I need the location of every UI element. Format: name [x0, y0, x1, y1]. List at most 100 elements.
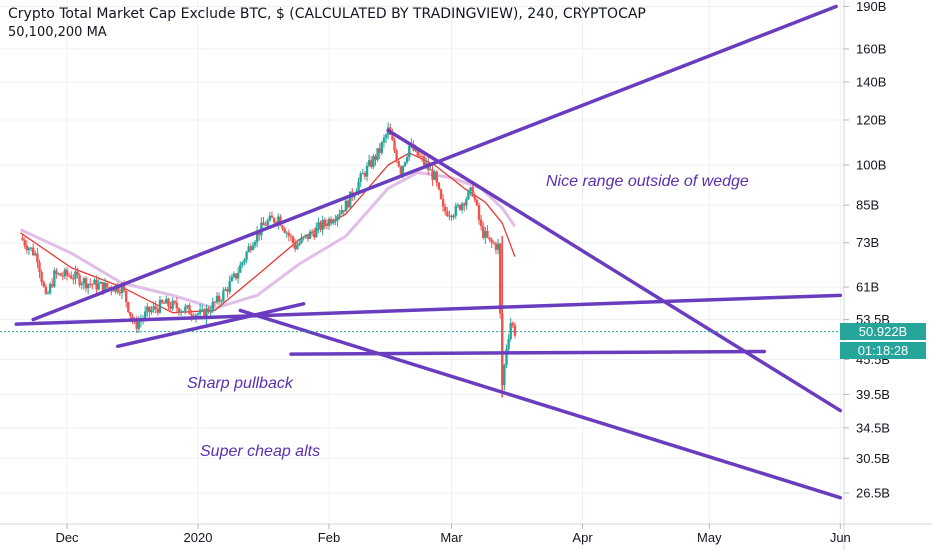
candle-body [152, 306, 155, 310]
candle-body [215, 295, 219, 303]
candle-body [53, 270, 56, 287]
candle-body [264, 225, 267, 227]
ma-fast-line [20, 152, 516, 314]
candle-body [444, 206, 447, 212]
candle-body [384, 134, 388, 139]
candle-body [59, 273, 62, 276]
candle-body [234, 273, 238, 279]
trendline [289, 349, 767, 356]
last-price-tag: 50.922B [840, 323, 926, 340]
candle-body [236, 272, 240, 279]
candle-body [116, 285, 119, 292]
candle-body [48, 284, 52, 293]
candle-body [91, 284, 94, 286]
candle-body [340, 210, 343, 214]
candle-body [463, 203, 466, 206]
y-tick-label: 61B [856, 280, 879, 295]
candle-body [44, 286, 48, 294]
candle-body [160, 300, 164, 303]
candle-body [230, 276, 234, 282]
candle-body [477, 205, 481, 220]
candle-body [61, 275, 64, 277]
candle-body [27, 248, 31, 251]
candle-body [403, 162, 407, 166]
candle-body [232, 273, 236, 277]
candle-body [23, 240, 26, 246]
candle-body [283, 228, 286, 233]
candle-body [450, 215, 453, 218]
candle-body [65, 269, 69, 276]
moving-average-legend: 50,100,200 MA [8, 25, 107, 40]
candle-body [220, 301, 223, 303]
candle-body [156, 308, 160, 313]
candle-body [135, 321, 138, 329]
candle-body [332, 221, 335, 224]
candle-body [302, 236, 305, 238]
candle-body [57, 273, 60, 275]
candle-body [416, 148, 419, 156]
candle-body [329, 219, 333, 224]
annotations: Nice range outside of wedge Sharp pullbac… [187, 173, 749, 460]
candle-body [486, 230, 489, 238]
candle-body [435, 171, 438, 183]
candle-body [448, 215, 451, 217]
candle-body [433, 171, 436, 180]
candle-body [488, 237, 491, 240]
candle-body [503, 364, 506, 386]
candle-body [323, 219, 326, 225]
candle-body [393, 140, 396, 151]
candle-body [36, 253, 39, 263]
candle-body [306, 234, 310, 239]
candle-body [76, 271, 79, 276]
candle-body [490, 239, 493, 243]
candle-body [82, 278, 86, 284]
moving-averages [19, 152, 517, 314]
candle-body [319, 222, 322, 230]
candle-body [251, 245, 255, 251]
candle-body [367, 160, 371, 166]
candle-body [429, 169, 432, 171]
candle-body [454, 206, 457, 216]
candle-body [465, 199, 468, 206]
candle-body [93, 279, 96, 285]
y-tick-label: 100B [856, 158, 886, 173]
candle-body [209, 311, 212, 313]
candle-body [327, 219, 331, 226]
candle-body [247, 246, 250, 252]
candle-body [51, 284, 54, 287]
candle-body [372, 156, 375, 167]
candle-body [162, 302, 166, 304]
candle-body [207, 308, 210, 312]
candle-body [262, 222, 265, 226]
candle-body [270, 215, 274, 218]
candle-body [446, 211, 449, 217]
chart-title: Crypto Total Market Cap Exclude BTC, $ (… [8, 6, 646, 22]
candle-body [124, 290, 128, 302]
candle-body [317, 222, 320, 228]
candle-body [511, 322, 515, 326]
candle-body [31, 247, 35, 256]
candle-body [439, 189, 443, 200]
candle-body [173, 301, 176, 303]
candle-body [84, 278, 88, 289]
candle-body [211, 301, 214, 312]
y-tick-label: 73B [856, 235, 879, 250]
candle-body [441, 199, 445, 207]
candle-body [243, 259, 246, 263]
candle-body [494, 243, 498, 250]
candle-body [363, 173, 367, 177]
candle-body [378, 148, 381, 153]
x-tick-label: Dec [55, 530, 79, 545]
candle-body [154, 306, 157, 309]
candle-body [203, 309, 206, 319]
annotation-text: Nice range outside of wedge [546, 173, 749, 190]
candle-body [321, 219, 324, 230]
trendline [31, 4, 838, 322]
candle-body [38, 262, 41, 273]
candle-body [482, 226, 485, 238]
candle-body [196, 313, 200, 315]
candle-body [146, 306, 149, 312]
candle-body [258, 231, 261, 236]
candle-body [129, 312, 132, 316]
candle-body [29, 247, 33, 249]
